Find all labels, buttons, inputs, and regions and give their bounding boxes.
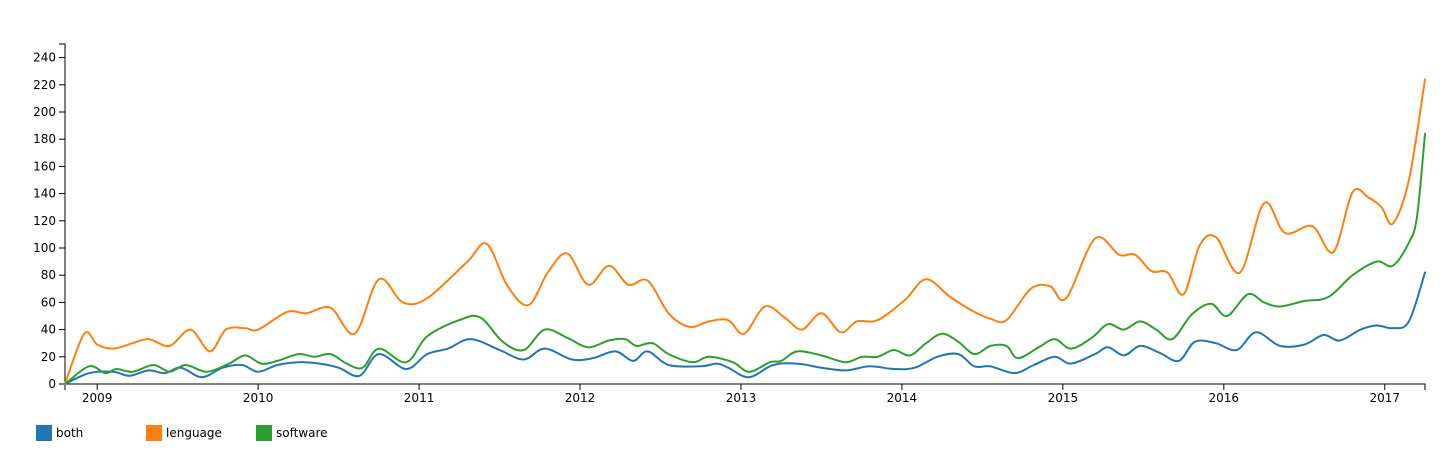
x-axis-line	[64, 383, 1426, 390]
legend-label: software	[276, 426, 328, 440]
x-tick-label: 2013	[726, 391, 757, 405]
x-tick-label: 2014	[887, 391, 918, 405]
legend-item-lenguage[interactable]: lenguage	[146, 424, 222, 442]
y-tick-label: 160	[33, 159, 56, 173]
x-axis: 2009 2010 2011 2012 2013 2014 2015 2016 2017	[64, 383, 1426, 405]
legend-swatch	[256, 425, 272, 441]
legend-label: lenguage	[166, 426, 222, 440]
y-tick-label: 60	[41, 295, 56, 309]
legend-swatch	[146, 425, 162, 441]
y-tick-label: 100	[33, 241, 56, 255]
y-tick-label: 40	[41, 323, 56, 337]
x-tick-label: 2010	[243, 391, 274, 405]
y-tick-label: 120	[33, 214, 56, 228]
series-line-software	[64, 132, 1426, 385]
x-tick-label: 2012	[565, 391, 596, 405]
series-lines	[64, 78, 1426, 385]
legend-item-software[interactable]: software	[256, 424, 328, 442]
x-tick-label: 2017	[1369, 391, 1400, 405]
y-tick-label: 180	[33, 132, 56, 146]
y-tick-label: 0	[48, 377, 56, 391]
x-tick-label: 2016	[1209, 391, 1240, 405]
series-line-both	[64, 271, 1426, 385]
y-axis: 0 20 40 60 80 100 120 140 160 180 200 220 240	[33, 43, 66, 391]
legend-item-both[interactable]: both	[36, 424, 83, 442]
legend-label: both	[56, 426, 84, 440]
y-tick-label: 140	[33, 187, 56, 201]
series-line-lenguage	[64, 78, 1426, 385]
y-tick-label: 200	[33, 105, 56, 119]
y-tick-label: 80	[41, 268, 56, 282]
x-tick-label: 2011	[404, 391, 435, 405]
x-tick-label: 2015	[1048, 391, 1079, 405]
y-axis-line	[59, 43, 66, 385]
y-tick-label: 240	[33, 51, 56, 65]
y-tick-label: 220	[33, 78, 56, 92]
legend-swatch	[36, 425, 52, 441]
y-tick-label: 20	[41, 350, 56, 364]
x-tick-label: 2009	[82, 391, 113, 405]
